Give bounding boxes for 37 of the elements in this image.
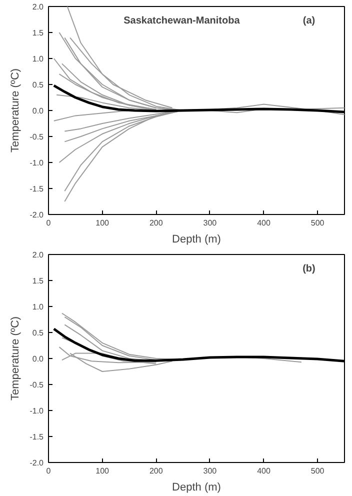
x-tick-label: 400 <box>257 218 271 228</box>
x-axis-title: Depth (m) <box>172 234 221 246</box>
x-tick-label: 100 <box>96 466 110 476</box>
annotation: (b) <box>302 264 316 275</box>
x-tick-label: 200 <box>149 466 164 476</box>
x-tick-label: 400 <box>257 466 271 476</box>
y-tick-label: 2.0 <box>32 250 44 260</box>
x-tick-label: 0 <box>46 218 52 228</box>
x-axis-title: Depth (m) <box>172 482 221 494</box>
x-tick-label: 300 <box>203 466 218 476</box>
y-tick-label: -2.0 <box>30 210 44 220</box>
y-tick-label: 0.5 <box>32 80 44 90</box>
y-tick-label: -1.5 <box>30 432 44 442</box>
y-axis-title: Temperature (ºC) <box>10 316 22 401</box>
y-tick-label: 1.0 <box>32 302 44 312</box>
x-tick-label: 500 <box>310 466 325 476</box>
y-tick-label: 1.5 <box>32 276 44 286</box>
x-tick-label: 200 <box>149 218 164 228</box>
y-tick-label: 1.0 <box>32 54 44 64</box>
y-tick-label: 0.0 <box>32 354 44 364</box>
y-tick-label: 2.0 <box>32 2 44 12</box>
y-tick-label: 0.5 <box>32 328 44 338</box>
x-tick-label: 300 <box>203 218 218 228</box>
y-tick-label: -1.5 <box>30 184 44 194</box>
y-tick-label: 1.5 <box>32 28 44 38</box>
x-tick-label: 500 <box>310 218 325 228</box>
y-tick-label: 0.0 <box>32 106 44 116</box>
x-tick-label: 100 <box>96 218 110 228</box>
y-tick-label: -1.0 <box>30 158 44 168</box>
y-tick-label: -0.5 <box>30 132 44 142</box>
y-axis-title: Temperature (ºC) <box>10 68 22 153</box>
y-tick-label: -2.0 <box>30 458 44 468</box>
x-tick-label: 0 <box>46 466 52 476</box>
annotation: Saskatchewan-Manitoba <box>124 16 240 27</box>
y-tick-label: -1.0 <box>30 406 44 416</box>
annotation: (a) <box>302 16 316 27</box>
y-tick-label: -0.5 <box>30 380 44 390</box>
